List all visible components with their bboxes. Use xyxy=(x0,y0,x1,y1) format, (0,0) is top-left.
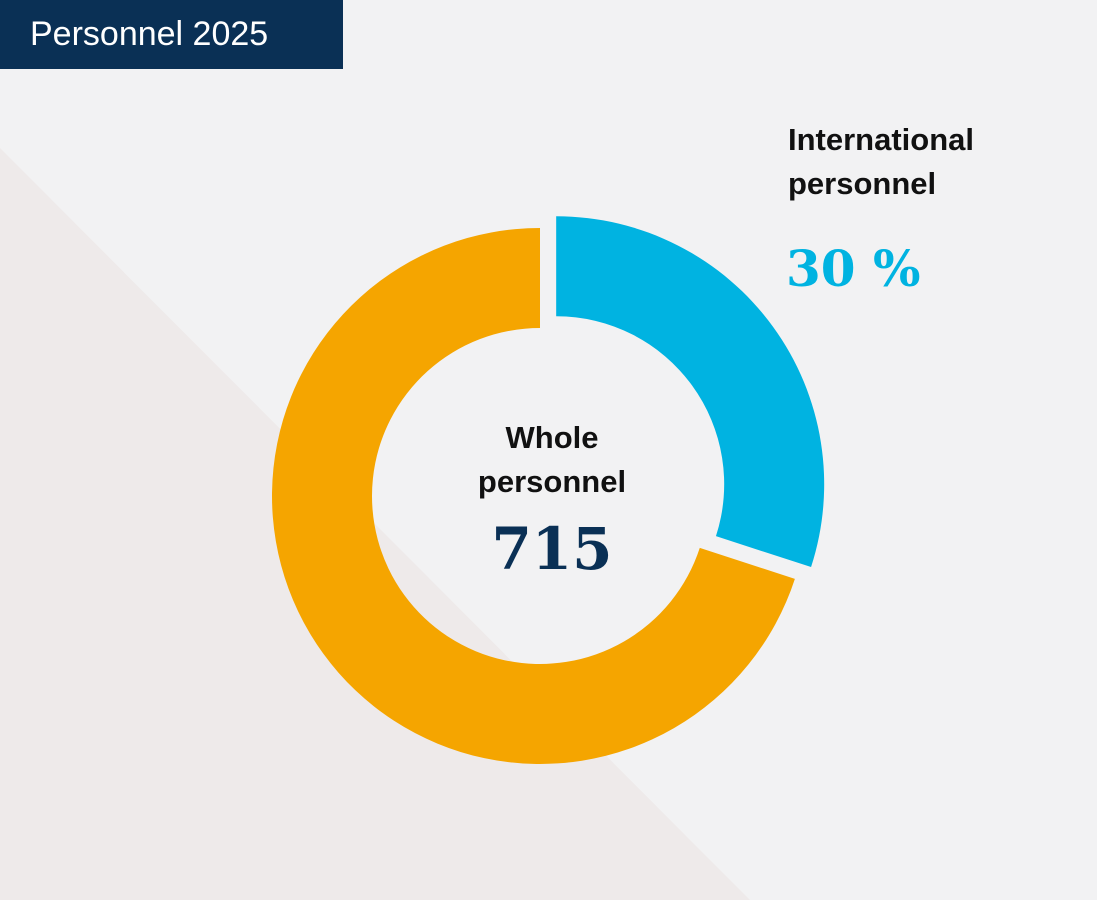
donut-slice-other xyxy=(271,228,795,765)
center-value: 715 xyxy=(491,515,613,583)
international-label: International personnel xyxy=(788,122,975,201)
center-label: Whole personnel xyxy=(477,420,627,499)
international-percent: 30 % xyxy=(786,239,921,298)
title-banner: Personnel 2025 xyxy=(0,0,343,69)
donut-slices xyxy=(271,216,825,765)
donut-slice-international xyxy=(556,216,825,568)
page-title: Personnel 2025 xyxy=(30,15,269,53)
